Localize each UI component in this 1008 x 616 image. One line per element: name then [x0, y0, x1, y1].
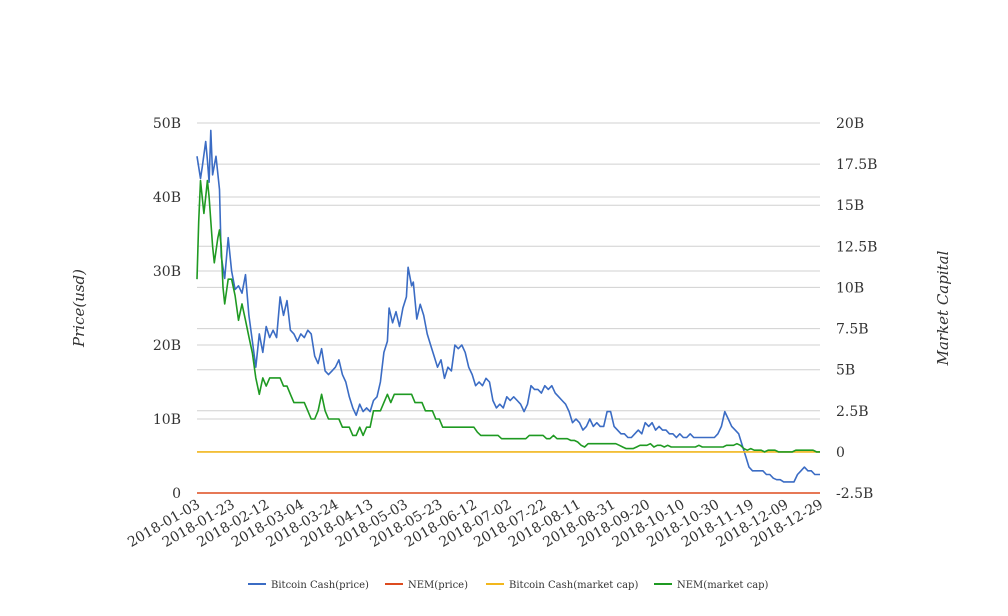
- legend-label: Bitcoin Cash(price): [271, 580, 369, 591]
- legend-label: NEM(market cap): [677, 580, 769, 591]
- left-tick-label: 20B: [153, 338, 181, 354]
- left-tick-label: 0: [172, 486, 181, 502]
- series-line-bitcoin-cash-price: [196, 129, 820, 483]
- right-tick-label: 0: [836, 445, 845, 461]
- right-tick-label: 17.5B: [836, 157, 877, 173]
- left-tick-label: 10B: [153, 412, 181, 428]
- left-axis-title: Price(usd): [70, 269, 88, 348]
- left-tick-label: 50B: [153, 116, 181, 132]
- legend: Bitcoin Cash(price) NEM(price) Bitcoin Cas…: [248, 580, 769, 591]
- x-axis-ticks: 2018-01-032018-01-232018-02-122018-03-04…: [125, 497, 826, 551]
- series-lines: [196, 129, 820, 494]
- left-tick-label: 30B: [153, 264, 181, 280]
- right-axis-ticks: -2.5B 0 2.5B 5B 7.5B 10B 12.5B 15B 17.5B 20B: [836, 116, 877, 502]
- right-axis-title: Market Capital: [934, 250, 952, 366]
- right-tick-label: 2.5B: [836, 404, 869, 420]
- right-tick-label: 20B: [836, 116, 864, 132]
- right-tick-label: 15B: [836, 198, 864, 214]
- legend-label: NEM(price): [408, 580, 468, 591]
- left-tick-label: 40B: [153, 190, 181, 206]
- left-axis-ticks: 0 10B 20B 30B 40B 50B: [153, 116, 181, 502]
- series-line-nem-market-cap: [196, 179, 820, 453]
- right-tick-label: -2.5B: [836, 486, 873, 502]
- right-tick-label: 7.5B: [836, 322, 869, 338]
- right-tick-label: 5B: [836, 363, 855, 379]
- grid-lines: [197, 122, 820, 494]
- right-tick-label: 10B: [836, 280, 864, 296]
- legend-label: Bitcoin Cash(market cap): [509, 580, 638, 591]
- right-tick-label: 12.5B: [836, 239, 877, 255]
